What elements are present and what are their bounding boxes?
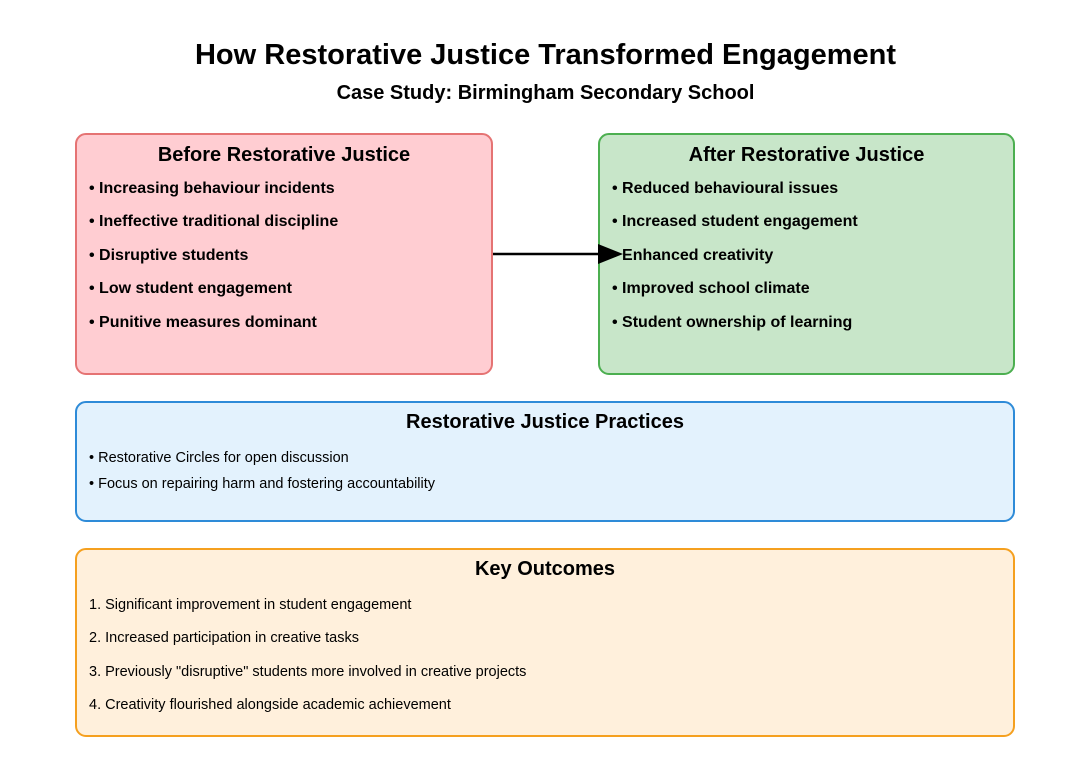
after-item: • Increased student engagement (612, 213, 858, 230)
diagram-subtitle: Case Study: Birmingham Secondary School (336, 82, 755, 104)
outcome-item: 4. Creativity flourished alongside acade… (89, 697, 451, 713)
outcome-item: 3. Previously "disruptive" students more… (89, 664, 527, 680)
after-item: • Enhanced creativity (612, 247, 774, 264)
before-item: • Increasing behaviour incidents (89, 180, 335, 197)
before-item: • Punitive measures dominant (89, 314, 317, 331)
after-item: • Improved school climate (612, 280, 810, 297)
outcome-item: 1. Significant improvement in student en… (89, 597, 412, 613)
before-item: • Disruptive students (89, 247, 249, 264)
practices-heading: Restorative Justice Practices (406, 411, 684, 433)
practices-item: • Restorative Circles for open discussio… (89, 450, 349, 466)
after-heading: After Restorative Justice (688, 144, 925, 166)
after-item: • Student ownership of learning (612, 314, 853, 331)
arrow-head-icon (598, 244, 623, 264)
outcome-item: 2. Increased participation in creative t… (89, 630, 359, 646)
after-box: After Restorative Justice • Reduced beha… (598, 133, 1015, 375)
before-box: Before Restorative Justice • Increasing … (75, 133, 493, 375)
before-item: • Low student engagement (89, 280, 292, 297)
diagram-title: How Restorative Justice Transformed Enga… (194, 39, 897, 71)
practices-item: • Focus on repairing harm and fostering … (89, 476, 436, 492)
after-item: • Reduced behavioural issues (612, 180, 839, 197)
practices-box: Restorative Justice Practices • Restorat… (75, 401, 1015, 522)
outcomes-heading: Key Outcomes (474, 558, 616, 580)
before-item: • Ineffective traditional discipline (89, 213, 339, 230)
before-heading: Before Restorative Justice (157, 144, 411, 166)
outcomes-box: Key Outcomes 1. Significant improvement … (75, 548, 1015, 737)
